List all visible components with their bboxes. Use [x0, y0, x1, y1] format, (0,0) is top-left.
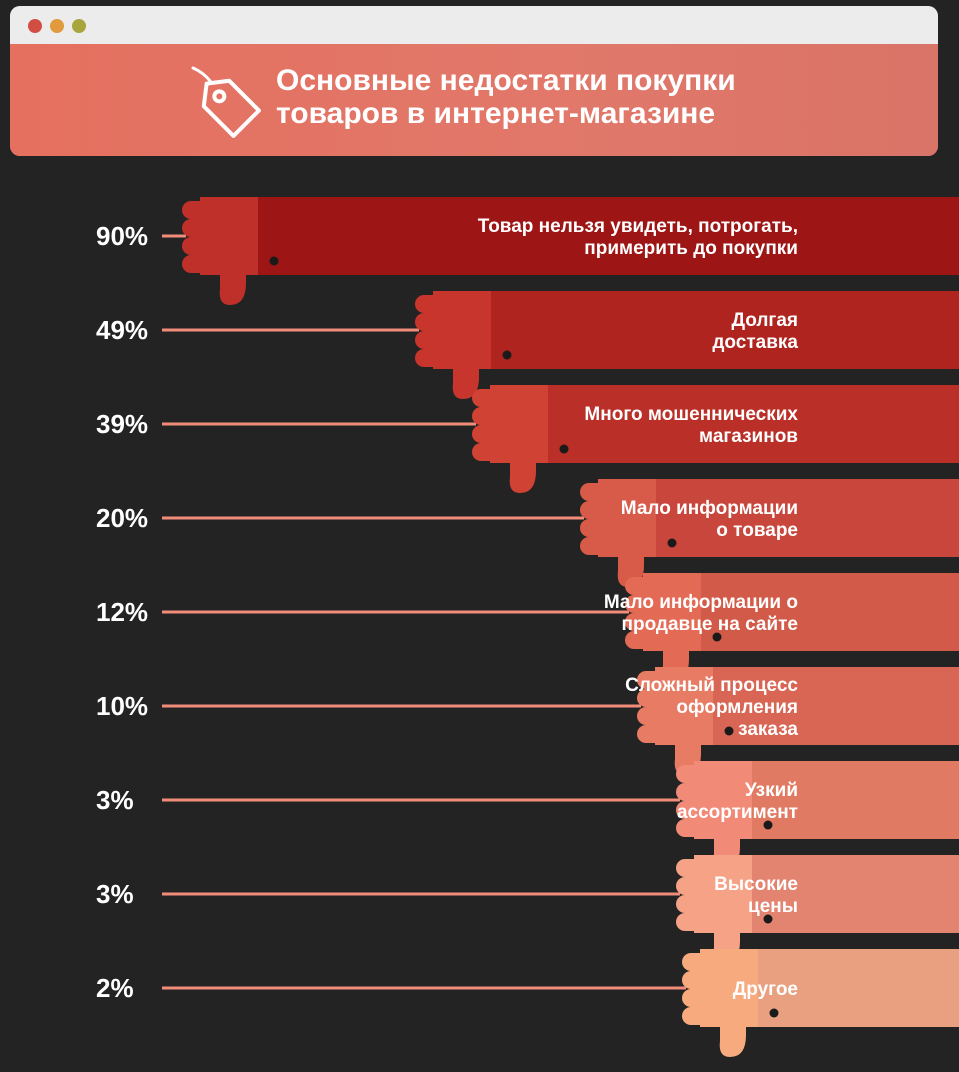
category-label: оформления	[676, 697, 798, 718]
category-label: Другое	[733, 979, 798, 1000]
header-banner: Основные недостатки покупки товаров в ин…	[10, 44, 938, 156]
title-line-1: Основные недостатки покупки	[276, 64, 736, 97]
thumb-down-icon	[676, 761, 758, 869]
bar	[752, 855, 959, 933]
thumb-down-icon	[415, 291, 497, 399]
thumb-down-icon	[682, 949, 764, 1057]
bar	[258, 197, 959, 275]
cuff-dot	[712, 632, 722, 642]
category-label: Товар нельзя увидеть, потрогать,	[478, 216, 798, 237]
bar	[701, 573, 959, 651]
title-line-2: товаров в интернет-магазине	[276, 97, 716, 130]
palm-shape	[643, 573, 707, 651]
bar	[548, 385, 959, 463]
category-label: Высокие	[714, 874, 798, 895]
category-label: цены	[748, 896, 798, 917]
thumb-shape	[219, 269, 246, 305]
minimize-window-button[interactable]	[50, 19, 64, 33]
category-label: доставка	[712, 332, 798, 353]
category-label: Узкий	[745, 780, 798, 801]
value-label: 90%	[96, 221, 148, 251]
category-label: ассортимент	[677, 802, 798, 823]
bar	[758, 949, 959, 1027]
bar	[491, 291, 959, 369]
value-label: 2%	[96, 973, 134, 1003]
cuff-dot	[763, 914, 773, 924]
bar-group: 90% Товар нельзя увидеть, потрогать,приме…	[96, 197, 959, 305]
thumb-shape	[719, 1021, 746, 1057]
bar	[752, 761, 959, 839]
category-label: продавце на сайте	[621, 614, 798, 635]
value-label: 12%	[96, 597, 148, 627]
cuff-dot	[559, 444, 569, 454]
category-label: Мало информации	[621, 498, 798, 519]
value-label: 49%	[96, 315, 148, 345]
palm-shape	[700, 949, 764, 1027]
category-label: примерить до покупки	[584, 238, 798, 259]
thumb-shape	[452, 363, 479, 399]
value-label: 20%	[96, 503, 148, 533]
cuff-dot	[763, 820, 773, 830]
thumb-down-icon	[472, 385, 554, 493]
bar	[656, 479, 959, 557]
thumb-shape	[509, 457, 536, 493]
cuff-dot	[502, 350, 512, 360]
category-label: Сложный процесс	[625, 675, 798, 696]
palm-shape	[694, 855, 758, 933]
category-label: о товаре	[716, 520, 798, 541]
thumb-down-icon	[182, 197, 264, 305]
palm-shape	[598, 479, 662, 557]
maximize-window-button[interactable]	[72, 19, 86, 33]
thumb-down-icon	[676, 855, 758, 963]
value-label: 3%	[96, 879, 134, 909]
value-label: 10%	[96, 691, 148, 721]
category-label: Много мошеннических	[584, 404, 798, 425]
app-window: Основные недостатки покупки товаров в ин…	[10, 6, 938, 156]
value-label: 39%	[96, 409, 148, 439]
close-window-button[interactable]	[28, 19, 42, 33]
palm-shape	[694, 761, 758, 839]
category-label: магазинов	[699, 426, 798, 447]
price-tag-icon	[191, 66, 261, 138]
palm-shape	[200, 197, 264, 275]
bar	[713, 667, 959, 745]
category-label: Долгая	[731, 310, 798, 331]
value-label: 3%	[96, 785, 134, 815]
palm-shape	[655, 667, 719, 745]
page-title: Основные недостатки покупки товаров в ин…	[276, 64, 876, 130]
cuff-dot	[724, 726, 734, 736]
cuff-dot	[269, 256, 279, 266]
thumb-down-icon	[625, 573, 707, 681]
palm-shape	[433, 291, 497, 369]
thumb-down-icon	[580, 479, 662, 587]
palm-shape	[490, 385, 554, 463]
category-label: заказа	[738, 719, 798, 740]
category-label: Мало информации о	[604, 592, 798, 613]
window-titlebar	[10, 6, 938, 44]
cuff-dot	[667, 538, 677, 548]
cuff-dot	[769, 1008, 779, 1018]
bar-group: 2% Другое	[96, 949, 959, 1057]
